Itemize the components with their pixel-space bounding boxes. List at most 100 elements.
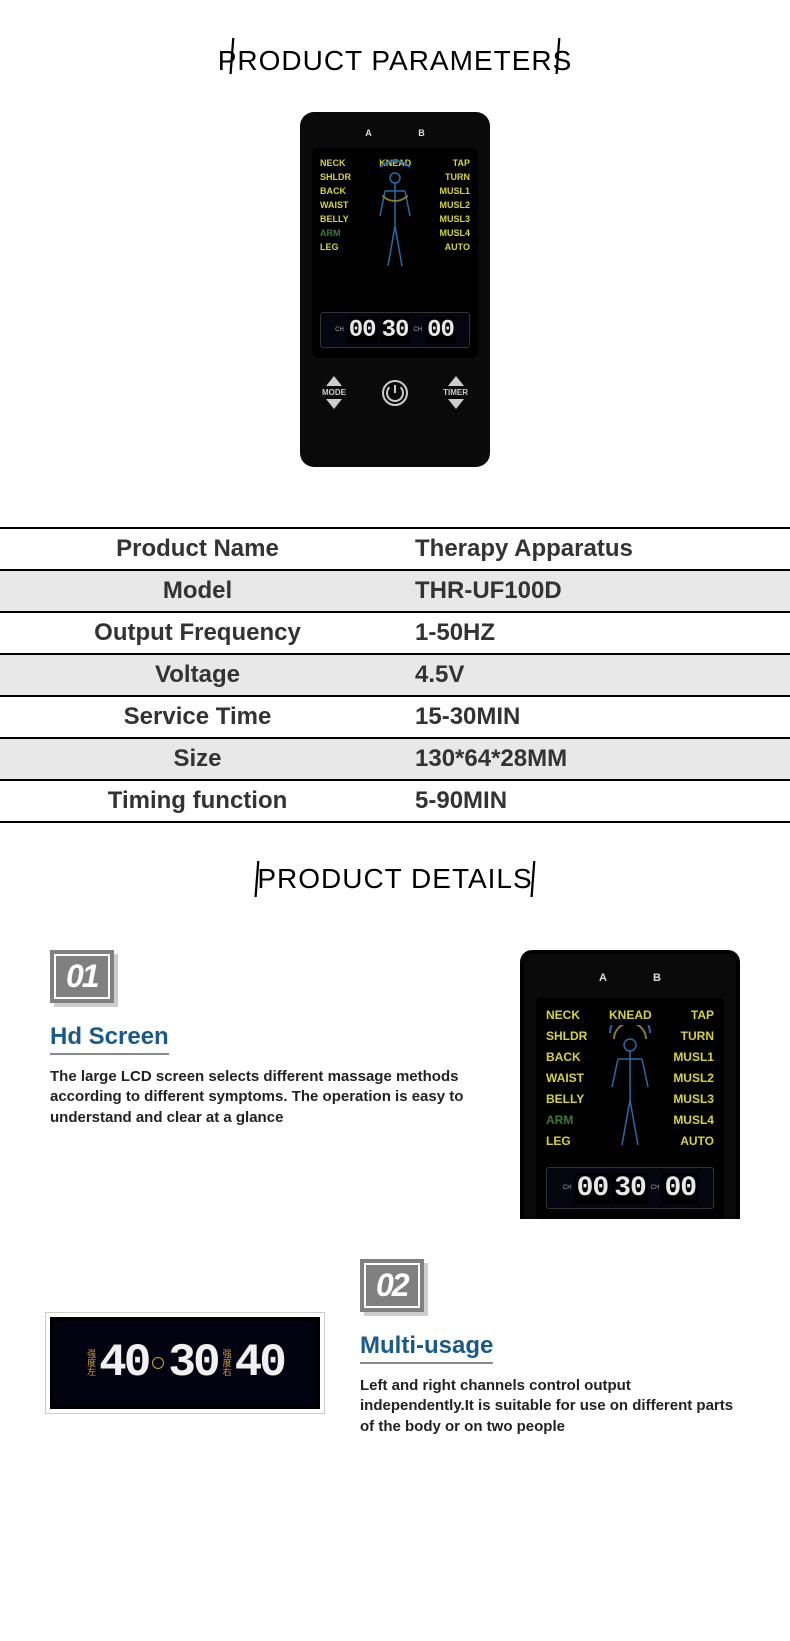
- body-figure-icon: [370, 166, 420, 286]
- mode-back: BACK: [320, 186, 351, 196]
- right-modes-column: TAP TURN MUSL1 MUSL2 MUSL3 MUSL4 AUTO: [439, 158, 470, 252]
- detail-01-heading: Hd Screen: [50, 1023, 169, 1055]
- table-row: Output Frequency 1-50HZ: [0, 613, 790, 655]
- details-section-title: / PRODUCT DETAILS /: [0, 823, 790, 930]
- digital-readout-row: CH 00 30 CH 00: [546, 1167, 714, 1209]
- mode-belly: BELLY: [546, 1092, 587, 1106]
- mode-tap: TAP: [439, 158, 470, 168]
- param-value: 4.5V: [395, 661, 790, 689]
- parameters-table: Product Name Therapy Apparatus Model THR…: [0, 527, 790, 823]
- mode-waist: WAIST: [546, 1071, 587, 1085]
- param-value: Therapy Apparatus: [395, 535, 790, 563]
- detail-02-image: 强度左 40 30 强度右 40: [50, 1287, 320, 1409]
- readout-left: 00: [347, 317, 378, 344]
- param-value: 5-90MIN: [395, 787, 790, 815]
- device-controls-row: MODE TIMER: [312, 358, 478, 409]
- detail-number-01: 01: [54, 954, 110, 999]
- intensity-left-value: 40: [99, 1337, 148, 1389]
- channel-b-label: B: [418, 128, 425, 138]
- detail-number-badge: 02: [360, 1259, 424, 1312]
- mode-auto: AUTO: [673, 1134, 714, 1148]
- readout-mid: 30: [380, 317, 411, 344]
- device-hero-container: A B NECK SHLDR BACK WAIST BELLY ARM LEG …: [0, 112, 790, 527]
- mode-knead: KNEAD: [609, 1008, 652, 1022]
- mode-turn: TURN: [439, 172, 470, 182]
- timer-up-icon: [448, 376, 464, 386]
- mode-musl3: MUSL3: [439, 214, 470, 224]
- readout-mid: 30: [612, 1173, 648, 1204]
- therapy-device-mockup: A B NECK SHLDR BACK WAIST BELLY ARM LEG …: [300, 112, 490, 467]
- readout-left: 00: [575, 1173, 611, 1204]
- detail-01-text-column: 01 Hd Screen The large LCD screen select…: [50, 950, 500, 1128]
- mode-labels-grid: NECK SHLDR BACK WAIST BELLY ARM LEG KNEA…: [546, 1008, 714, 1155]
- mode-shldr: SHLDR: [546, 1029, 587, 1043]
- left-modes-column: NECK SHLDR BACK WAIST BELLY ARM LEG: [546, 1008, 587, 1155]
- param-label: Timing function: [0, 787, 395, 815]
- table-row: Voltage 4.5V: [0, 655, 790, 697]
- intensity-left-label: 强度左: [86, 1349, 95, 1376]
- detail-block-01: 01 Hd Screen The large LCD screen select…: [0, 930, 790, 1239]
- ch-right-label: CH: [650, 1185, 661, 1191]
- mode-belly: BELLY: [320, 214, 351, 224]
- channel-labels-row: A B: [536, 968, 724, 998]
- param-label: Voltage: [0, 661, 395, 689]
- table-row: Size 130*64*28MM: [0, 739, 790, 781]
- detail-01-image: A B NECK SHLDR BACK WAIST BELLY ARM LEG: [520, 950, 740, 1219]
- device-screen-closeup: A B NECK SHLDR BACK WAIST BELLY ARM LEG: [520, 950, 740, 1219]
- mode-arm: ARM: [320, 228, 351, 238]
- mode-up-icon: [326, 376, 342, 386]
- channel-a-label: A: [599, 972, 607, 984]
- parameters-section-title: / PRODUCT PARAMETERS /: [0, 0, 790, 112]
- mode-leg: LEG: [546, 1134, 587, 1148]
- mode-neck: NECK: [546, 1008, 587, 1022]
- human-body-icon: [600, 1025, 660, 1155]
- mode-arm: ARM: [546, 1113, 587, 1127]
- mode-auto: AUTO: [439, 242, 470, 252]
- center-modes-column: KNEAD: [600, 1008, 660, 1155]
- title-slash-decoration: /: [254, 853, 260, 908]
- detail-02-text-column: 02 Multi-usage Left and right channels c…: [340, 1259, 740, 1437]
- channel-labels-row: A B: [312, 126, 478, 148]
- right-modes-column: TAP TURN MUSL1 MUSL2 MUSL3 MUSL4 AUTO: [673, 1008, 714, 1155]
- mode-musl2: MUSL2: [439, 200, 470, 210]
- detail-number-02: 02: [364, 1263, 420, 1308]
- digital-readout-row: CH 00 30 CH 00: [320, 312, 470, 348]
- details-title-text: PRODUCT DETAILS: [257, 863, 532, 894]
- mode-musl4: MUSL4: [673, 1113, 714, 1127]
- param-value: 130*64*28MM: [395, 745, 790, 773]
- intensity-right-label: 强度右: [222, 1349, 231, 1376]
- mode-button-label: MODE: [322, 388, 346, 397]
- mode-musl3: MUSL3: [673, 1092, 714, 1106]
- table-row: Service Time 15-30MIN: [0, 697, 790, 739]
- table-row: Model THR-UF100D: [0, 571, 790, 613]
- param-label: Size: [0, 745, 395, 773]
- param-label: Product Name: [0, 535, 395, 563]
- mode-shldr: SHLDR: [320, 172, 351, 182]
- clock-icon: [152, 1357, 164, 1369]
- table-row: Product Name Therapy Apparatus: [0, 529, 790, 571]
- mode-neck: NECK: [320, 158, 351, 168]
- param-label: Model: [0, 577, 395, 605]
- timer-control-group: TIMER: [443, 376, 468, 409]
- mode-control-group: MODE: [322, 376, 346, 409]
- param-label: Service Time: [0, 703, 395, 731]
- title-slash-decoration: /: [530, 853, 536, 908]
- param-value: THR-UF100D: [395, 577, 790, 605]
- ch-left-label: CH: [334, 327, 345, 333]
- detail-02-description: Left and right channels control output i…: [360, 1376, 740, 1437]
- ch-left-label: CH: [562, 1185, 573, 1191]
- table-row: Timing function 5-90MIN: [0, 781, 790, 823]
- ch-right-label: CH: [412, 327, 423, 333]
- mode-musl1: MUSL1: [673, 1050, 714, 1064]
- mode-leg: LEG: [320, 242, 351, 252]
- timer-down-icon: [448, 399, 464, 409]
- device-lcd-screen: NECK SHLDR BACK WAIST BELLY ARM LEG KNEA…: [312, 148, 478, 358]
- title-slash-decoration: /: [555, 30, 561, 85]
- mode-musl2: MUSL2: [673, 1071, 714, 1085]
- mode-turn: TURN: [673, 1029, 714, 1043]
- intensity-right-value: 40: [235, 1337, 284, 1389]
- param-label: Output Frequency: [0, 619, 395, 647]
- timer-button-label: TIMER: [443, 388, 468, 397]
- detail-02-heading: Multi-usage: [360, 1332, 493, 1364]
- timer-value: 30: [168, 1337, 217, 1389]
